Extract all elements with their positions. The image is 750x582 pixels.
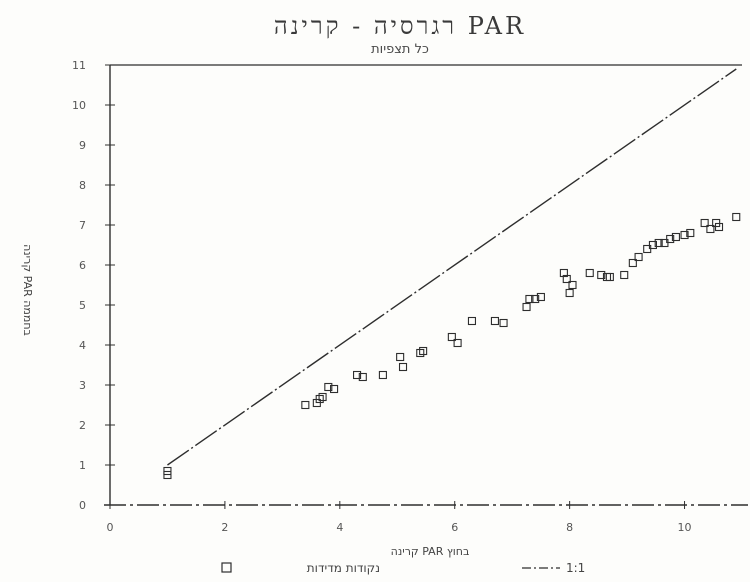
data-point [714,222,724,232]
data-point [536,292,545,302]
x-axis-label: קרינה PAR בחוץ [391,545,470,558]
legend-label-line: 1:1 [566,561,585,575]
legend-label-points: נקודות מדידות [307,561,380,575]
data-point [562,274,571,284]
data-point [654,238,663,248]
data-point [490,316,499,326]
legend: נקודות מדידות 1:1 [221,561,585,575]
x-tick-label: 10 [678,521,692,534]
data-point [522,302,531,312]
y-tick-label: 10 [72,99,86,112]
legend-marker-square-icon [221,562,232,573]
measurement-points-series [163,212,741,480]
data-point [605,272,614,282]
x-tick-label: 4 [336,521,343,534]
chart-title: רגרסיה - קרינה PAR [274,12,526,40]
data-point [700,218,709,228]
data-point [628,258,637,268]
data-point [163,470,172,480]
data-point [398,362,408,372]
y-tick-label: 0 [79,499,86,512]
y-axis-label: קרינה PAR בחממה [21,244,34,336]
data-point [565,288,574,298]
data-point [447,332,456,342]
x-tick-label: 2 [221,521,228,534]
data-point [648,240,657,250]
data-point [706,224,715,234]
plot-frame [104,64,748,506]
data-point [353,370,362,380]
y-tick-label: 7 [79,219,86,232]
data-point [671,232,680,242]
data-point [559,268,568,278]
data-point [686,228,695,238]
y-tick-label: 4 [79,339,86,352]
data-point [467,316,477,326]
y-tick-label: 6 [79,259,86,272]
x-tick-label: 0 [107,521,114,534]
identity-line [167,68,737,466]
chart-subtitle: כל תצפיות [371,42,429,57]
data-point [453,338,462,348]
data-point [634,252,643,262]
y-tick-label: 11 [72,59,86,72]
data-point [419,346,428,356]
data-point [378,370,387,380]
x-tick-label: 6 [451,521,458,534]
data-point [680,230,689,240]
x-axis: 0 2 4 6 8 10 [107,501,692,534]
y-tick-label: 9 [79,139,86,152]
x-tick-label: 8 [566,521,573,534]
y-tick-label: 8 [79,179,86,192]
y-axis: 0 1 2 3 4 5 6 7 8 9 10 11 [72,59,115,512]
data-point [732,212,741,222]
data-point [585,268,594,278]
data-point [568,280,577,290]
data-point [416,348,425,358]
y-tick-label: 2 [79,419,86,432]
data-point [525,294,534,304]
data-point [620,270,629,280]
data-point [330,384,339,394]
data-point [396,352,405,362]
data-point [666,234,675,244]
data-point [531,294,540,304]
data-point [318,392,327,402]
data-point [324,382,333,392]
y-tick-label: 1 [79,459,86,472]
y-tick-label: 3 [79,379,86,392]
y-tick-label: 5 [79,299,86,312]
data-point [597,270,606,280]
data-point [499,318,508,328]
data-point [358,372,367,382]
data-point [315,394,324,404]
data-point [301,400,310,410]
identity-line-series [167,68,737,466]
